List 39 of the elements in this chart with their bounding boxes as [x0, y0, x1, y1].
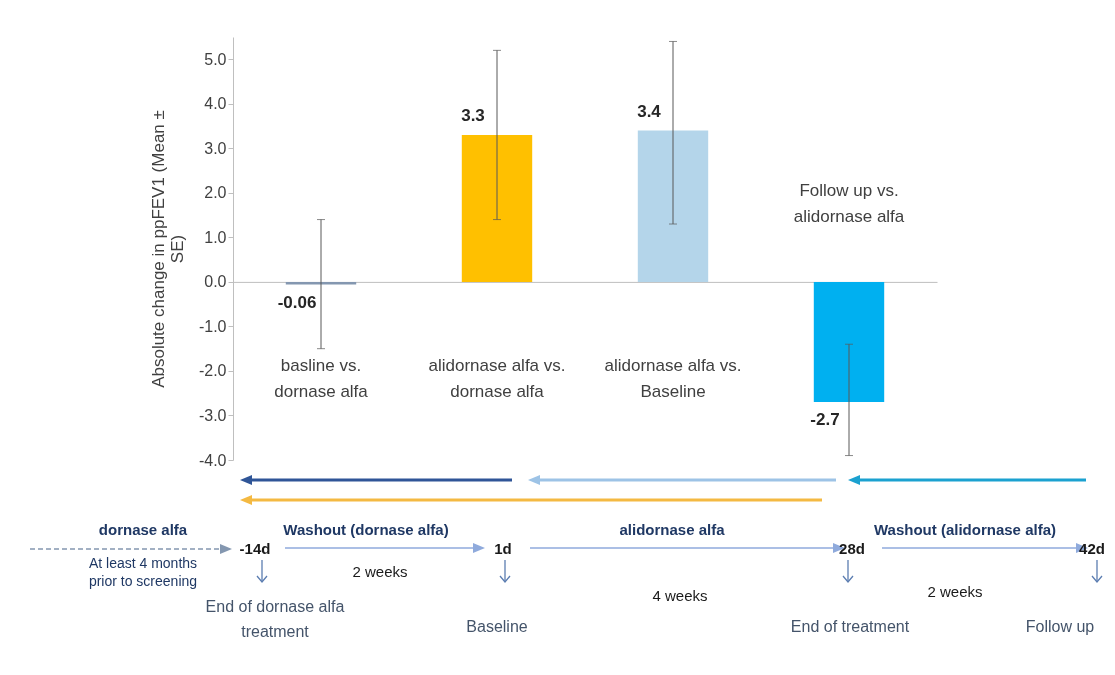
y-tick-label: 1.0 — [204, 228, 227, 246]
bar — [285, 281, 357, 285]
text: 28d — [839, 540, 865, 557]
y-tick-label: 5.0 — [204, 50, 227, 68]
data-label: -2.7 — [810, 410, 840, 430]
data-label: 3.3 — [461, 105, 485, 125]
y-tick-label: -4.0 — [198, 451, 227, 469]
text: dornase alfa — [98, 521, 188, 538]
data-label: 3.4 — [637, 101, 662, 121]
y-tick-label: 2.0 — [204, 184, 227, 202]
y-tick-label: -2.0 — [198, 362, 227, 380]
y-tick-label: 3.0 — [204, 139, 227, 157]
text: At least 4 months prior to screening — [88, 555, 198, 589]
text: 1d — [494, 540, 512, 557]
x-tick-label: alidornase alfa vs. dornase alfa — [428, 355, 566, 401]
x-tick-label: Follow up vs. alidornase alfa — [793, 180, 905, 226]
y-tick-label: 0.0 — [204, 273, 227, 291]
y-tick-label: -3.0 — [198, 406, 227, 424]
y-tick-label: 4.0 — [204, 95, 227, 113]
text: End of treatment — [790, 618, 910, 635]
bar — [461, 134, 533, 282]
text: 42d — [1079, 540, 1105, 557]
text: Washout (dornase alfa) — [283, 521, 449, 538]
text: End of dornase alfa treatment — [205, 598, 345, 640]
x-tick-label: alidornase alfa vs. Baseline — [604, 355, 742, 401]
text: 4 weeks — [652, 587, 708, 604]
text: Baseline — [466, 618, 528, 635]
text: 2 weeks — [927, 583, 983, 600]
y-tick-label: -1.0 — [198, 317, 227, 335]
bar — [813, 281, 885, 403]
text: Washout (alidornase alfa) — [874, 521, 1056, 538]
text: alidornase alfa — [619, 521, 726, 538]
bar — [637, 130, 709, 282]
x-tick-label: basline vs. dornase alfa — [274, 355, 369, 401]
text: 2 weeks — [352, 563, 408, 580]
text: Follow up — [1025, 618, 1095, 635]
data-label: -0.06 — [277, 292, 317, 312]
text: -14d — [239, 540, 271, 557]
y-axis-title: Absolute change in ppFEV1 (Mean ± SE) — [148, 110, 187, 388]
